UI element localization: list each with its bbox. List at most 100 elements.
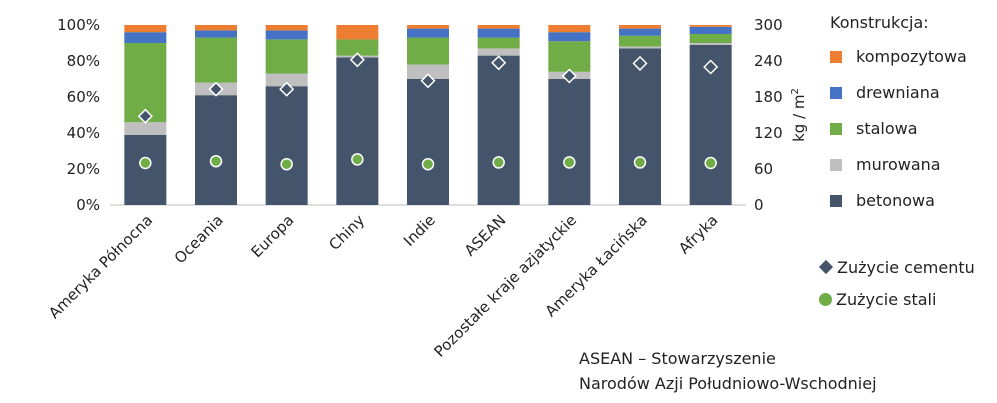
y-left-tick-label: 40% (67, 124, 100, 142)
cement-marker (491, 55, 507, 71)
legend-label: drewniana (856, 83, 940, 102)
bar-segment-drewniana (477, 28, 520, 38)
y-left-tick-label: 80% (67, 52, 100, 70)
legend-title: Konstrukcja: (830, 13, 929, 32)
steel-marker (492, 156, 505, 169)
bar-segment-betonowa (407, 79, 449, 205)
bar-segment-betonowa (548, 79, 591, 205)
bar-segment-betonowa (477, 55, 520, 205)
bar-segment-stalowa (336, 39, 379, 56)
category-label: Pozostałe kraje azjatyckie (431, 211, 581, 361)
bar-segment-murowana (477, 48, 520, 56)
steel-marker (351, 153, 364, 166)
cement-marker (279, 81, 295, 97)
legend-swatch-icon (830, 158, 842, 171)
legend-item-steel: Zużycie stali (818, 289, 936, 311)
category-label: Oceania (171, 211, 227, 267)
category-label: Indie (400, 211, 439, 250)
bar-segment-kompozytowa (619, 25, 661, 29)
legend-label: stalowa (856, 119, 918, 138)
cement-marker (137, 108, 153, 124)
bar-segment-kompozytowa (689, 25, 732, 27)
bar-segment-stalowa (407, 37, 449, 65)
markers (137, 52, 719, 171)
bar-segment-betonowa (124, 134, 167, 205)
bar-segment-stalowa (548, 41, 591, 72)
bar-segment-stalowa (619, 35, 661, 47)
legend: Konstrukcja: kompozytowa drewniana stalowa… (830, 10, 997, 210)
circle-marker-icon (819, 292, 832, 306)
diamond-marker-icon (818, 259, 834, 275)
bar-segment-drewniana (619, 28, 661, 36)
bar-segment-stalowa (689, 34, 732, 43)
footnote: ASEAN – Stowarzyszenie Narodów Azji Połu… (579, 346, 877, 396)
legend-label-steel: Zużycie stali (836, 290, 937, 309)
steel-marker (704, 156, 717, 170)
legend-item-kompozytowa: kompozytowa (830, 47, 967, 67)
cement-marker (703, 59, 719, 75)
legend-label-cement: Zużycie cementu (837, 258, 975, 277)
steel-marker (280, 157, 293, 171)
bars (124, 25, 732, 206)
bar-segment-drewniana (548, 32, 591, 42)
y-right-tick-label: 60 (754, 160, 773, 178)
y-right-tick-label: 120 (754, 124, 783, 142)
y-left-tick-label: 0% (76, 196, 100, 214)
y-right-axis-label-superscript: 2 (790, 88, 801, 94)
cement-marker (420, 73, 436, 89)
bar-segment-kompozytowa (407, 25, 449, 29)
y-right-axis-label: kg / m2 (790, 88, 808, 142)
y-left-tick-label: 100% (57, 16, 100, 34)
legend-item-cement: Zużycie cementu (818, 257, 975, 279)
legend-item-stalowa: stalowa (830, 119, 918, 139)
bar-segment-stalowa (477, 37, 520, 49)
steel-marker (139, 156, 152, 170)
bar-segment-kompozytowa (265, 25, 308, 31)
steel-marker (421, 157, 435, 171)
footnote-line-2: Narodów Azji Południowo-Wschodniej (579, 374, 877, 393)
cement-marker (561, 68, 577, 84)
category-label: Europa (247, 211, 297, 261)
bar-segment-kompozytowa (477, 25, 520, 29)
legend-item-betonowa: betonowa (830, 191, 935, 211)
legend-item-drewniana: drewniana (830, 83, 940, 103)
y-right-tick-label: 0 (754, 196, 764, 214)
bar-segment-betonowa (265, 86, 308, 205)
bar-segment-drewniana (407, 28, 449, 38)
bar-segment-stalowa (265, 39, 308, 74)
y-right-tick-label: 300 (754, 16, 783, 34)
y-right-tick-label: 240 (754, 52, 783, 70)
bar-segment-kompozytowa (195, 25, 237, 31)
bar-segment-drewniana (265, 30, 308, 40)
bar-segment-murowana (124, 122, 167, 135)
y-right-tick-label: 180 (754, 88, 783, 106)
steel-marker (209, 154, 223, 168)
y-left-tick-label: 60% (67, 88, 100, 106)
bar-segment-drewniana (689, 26, 732, 34)
bar-segment-kompozytowa (124, 25, 167, 33)
steel-marker (633, 156, 647, 169)
y-right-axis-label-text: kg / m (790, 94, 808, 141)
bar-segment-stalowa (195, 37, 237, 83)
bar-segment-murowana (407, 64, 449, 79)
bar-segment-murowana (265, 73, 308, 87)
legend-swatch-icon (830, 122, 842, 135)
legend-label: kompozytowa (856, 47, 967, 66)
steel-marker (563, 156, 576, 169)
category-label: Ameryka Północna (45, 211, 156, 322)
category-label: ASEAN (461, 211, 510, 260)
bar-segment-betonowa (195, 95, 237, 205)
bar-segment-betonowa (336, 57, 379, 206)
bar-segment-drewniana (195, 30, 237, 38)
cement-marker (349, 52, 365, 68)
legend-item-murowana: murowana (830, 155, 941, 175)
legend-swatch-icon (830, 50, 842, 63)
bar-segment-murowana (689, 43, 732, 45)
bar-segment-kompozytowa (336, 25, 379, 40)
bar-segment-murowana (619, 46, 661, 49)
legend-swatch-icon (830, 86, 842, 99)
footnote-line-1: ASEAN – Stowarzyszenie (579, 349, 776, 368)
category-label: Chiny (325, 211, 368, 254)
legend-label: murowana (856, 155, 941, 174)
